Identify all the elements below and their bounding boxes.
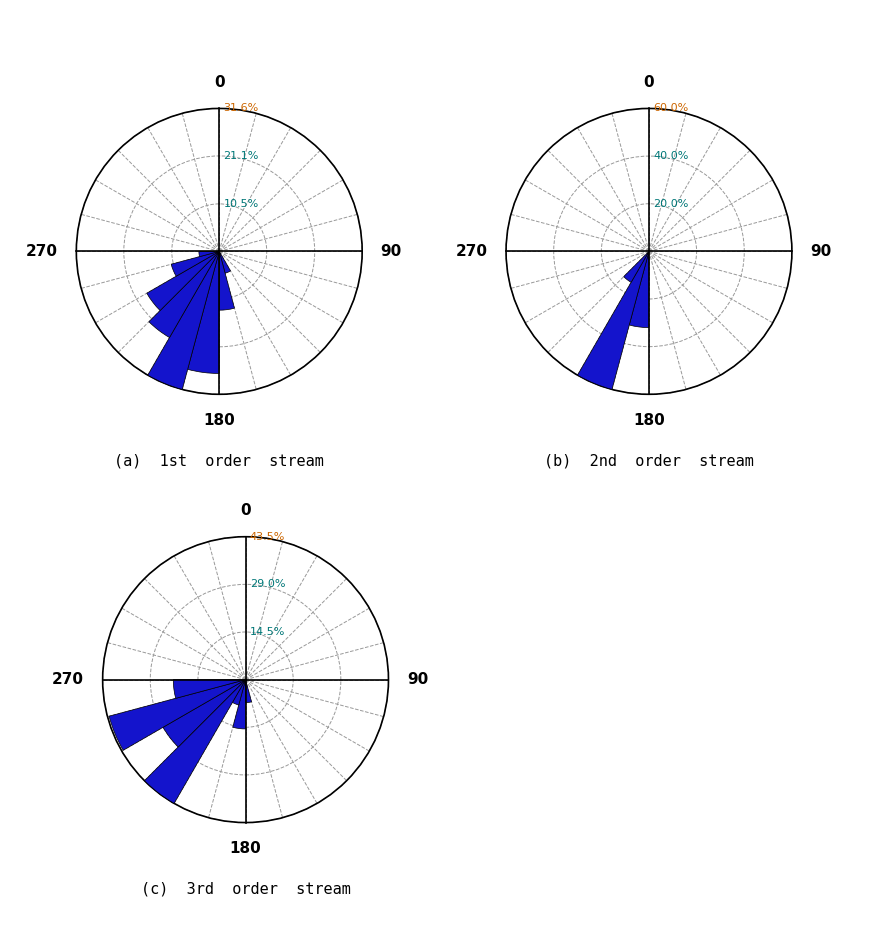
- Wedge shape: [149, 251, 219, 338]
- Wedge shape: [148, 251, 219, 389]
- Wedge shape: [109, 680, 246, 750]
- Text: 180: 180: [230, 841, 261, 857]
- Wedge shape: [578, 251, 649, 389]
- Wedge shape: [174, 680, 246, 698]
- Text: 60.0%: 60.0%: [653, 103, 688, 114]
- Text: (c)  3rd  order  stream: (c) 3rd order stream: [140, 882, 351, 897]
- Text: 14.5%: 14.5%: [250, 627, 285, 637]
- Text: 90: 90: [381, 244, 402, 259]
- Wedge shape: [146, 251, 219, 311]
- Wedge shape: [232, 680, 246, 705]
- Wedge shape: [232, 680, 246, 729]
- Wedge shape: [219, 251, 234, 310]
- Text: 90: 90: [407, 672, 428, 687]
- Text: 0: 0: [240, 503, 251, 519]
- Wedge shape: [630, 251, 649, 328]
- Text: 90: 90: [810, 244, 831, 259]
- Text: 180: 180: [203, 412, 235, 428]
- Text: 43.5%: 43.5%: [250, 532, 285, 542]
- Text: (b)  2nd  order  stream: (b) 2nd order stream: [544, 453, 754, 468]
- Wedge shape: [219, 251, 231, 273]
- Text: 270: 270: [52, 672, 84, 687]
- Text: 21.1%: 21.1%: [224, 151, 259, 161]
- Text: 40.0%: 40.0%: [653, 151, 688, 161]
- Wedge shape: [145, 680, 246, 803]
- Wedge shape: [163, 680, 246, 747]
- Text: 270: 270: [25, 244, 58, 259]
- Text: 29.0%: 29.0%: [250, 579, 285, 589]
- Text: 31.6%: 31.6%: [224, 103, 259, 114]
- Text: 270: 270: [455, 244, 488, 259]
- Wedge shape: [171, 251, 219, 277]
- Text: 0: 0: [214, 74, 225, 90]
- Text: 10.5%: 10.5%: [224, 199, 259, 209]
- Text: (a)  1st  order  stream: (a) 1st order stream: [114, 453, 324, 468]
- Text: 20.0%: 20.0%: [653, 198, 688, 209]
- Text: 180: 180: [633, 412, 665, 428]
- Wedge shape: [624, 251, 649, 282]
- Wedge shape: [246, 680, 252, 703]
- Wedge shape: [188, 251, 219, 373]
- Text: 0: 0: [644, 74, 654, 90]
- Wedge shape: [199, 251, 219, 257]
